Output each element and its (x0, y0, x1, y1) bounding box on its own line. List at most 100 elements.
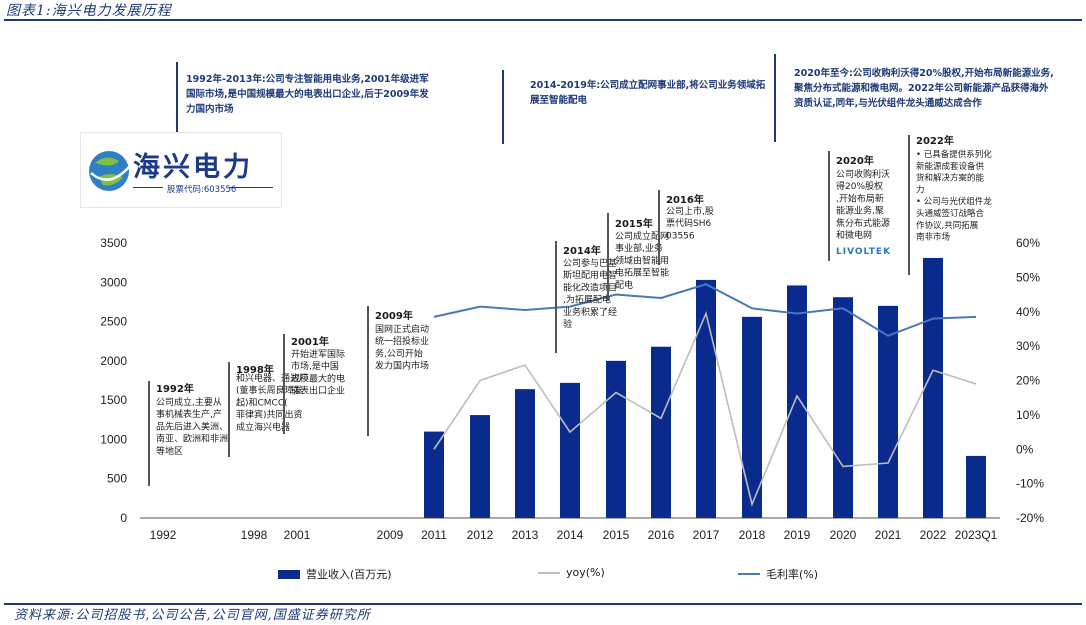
milestone-bullet: 南非市场 (916, 232, 950, 243)
x-tick-label: 2012 (467, 528, 494, 542)
legend-revenue: 营业收入(百万元) (278, 566, 392, 582)
gross-margin-line (433, 283, 977, 337)
milestone-text: 公司成立,主要从 (156, 396, 222, 408)
x-tick-label: 2001 (284, 528, 311, 542)
milestone-text: 公司成立配网 (615, 230, 669, 242)
company-logo: 海兴电力 股票代码:603556 (80, 132, 282, 208)
milestone-text: 验 (563, 318, 572, 330)
milestone-year: 2020年 (836, 154, 874, 167)
y-left-tick-label: 3500 (100, 236, 127, 250)
legend-yoy: yoy(%) (538, 566, 605, 579)
y-left-tick-label: 3000 (100, 275, 127, 289)
milestone-marker (828, 151, 830, 261)
x-tick-label: 1992 (150, 528, 177, 542)
livoltek-logo: LIVOLTEK (836, 247, 891, 257)
milestone-text: 配电 (615, 279, 633, 291)
phase-divider (774, 54, 776, 142)
milestone-text: 菲律宾)共同出资 (236, 409, 303, 421)
phase-divider (176, 62, 178, 144)
source-note: 资料来源:公司招股书,公司公告,公司官网,国盛证券研究所 (14, 608, 371, 623)
y-left-tick-label: 2000 (100, 354, 127, 368)
milestone-text: 市场,是中国 (291, 360, 339, 372)
milestone-text: 事机械表生产,产 (156, 408, 222, 420)
revenue-bar (696, 279, 716, 518)
legend-label: 毛利率(%) (766, 568, 819, 581)
milestone-marker (367, 306, 369, 436)
legend-margin: 毛利率(%) (738, 566, 818, 582)
legend-swatch-line (538, 571, 560, 574)
milestone-text: 电拓展至智能 (615, 267, 669, 279)
phase-2-text: 2014-2019年:公司成立配网事业部,将公司业务领域拓展至智能配电 (530, 80, 766, 106)
x-tick-label: 2020 (830, 528, 857, 542)
revenue-bar (470, 415, 490, 518)
milestone-text: 南亚、欧洲和非洲 (156, 433, 228, 445)
logo-stock-code: 股票代码:603556 (167, 185, 237, 195)
milestone-text: 业务积累了经 (563, 306, 617, 318)
x-tick-label: 2011 (421, 528, 447, 542)
milestone-text: ,为拓展配电 (563, 294, 611, 306)
milestone-year: 2022年 (916, 134, 954, 147)
x-tick-label: 2015 (603, 528, 630, 542)
milestone-text: 公司参与巴基 (563, 257, 617, 269)
x-tick-label: 2019 (784, 528, 811, 542)
x-tick-label: 1998 (241, 528, 268, 542)
milestone-text: 规模最大的电 (291, 372, 345, 384)
revenue-bar (878, 305, 898, 518)
revenue-bar (787, 285, 807, 518)
milestone-marker (148, 381, 150, 486)
milestone-bullet: 货和解决方案的能 (916, 173, 985, 184)
milestone-year: 2001年 (291, 335, 329, 348)
revenue-bar (424, 431, 444, 518)
milestone-marker (908, 135, 910, 275)
milestone-bullet: • 已具备提供系列化 (916, 149, 992, 160)
title-rule (4, 19, 1082, 21)
milestone-text: 品先后进入美洲、 (156, 420, 228, 432)
legend-label: yoy(%) (566, 566, 605, 579)
milestone-bullet: 力 (916, 184, 925, 195)
logo-rule (133, 187, 163, 188)
milestone-text: 能化改造项目 (563, 281, 617, 293)
footer-rule (4, 603, 1082, 605)
milestone-year: 1992年 (156, 382, 194, 395)
y-left-tick-label: 2500 (100, 315, 127, 329)
y-right-tick-label: 20% (1016, 374, 1040, 388)
logo-name: 海兴电力 (133, 152, 253, 183)
milestone-text: 公司收购利沃 (836, 168, 890, 180)
x-tick-label: 2018 (739, 528, 766, 542)
x-tick-label: 2017 (693, 528, 720, 542)
revenue-bar (515, 389, 535, 518)
milestone-bullet: 新能源成套设备供 (916, 161, 985, 172)
legend-swatch-bar (278, 569, 300, 579)
milestone-marker (283, 334, 285, 434)
y-right-tick-label: -10% (1016, 477, 1044, 491)
milestone-text: 开始进军国际 (291, 348, 345, 360)
x-tick-label: 2014 (557, 528, 584, 542)
revenue-bar (651, 346, 671, 518)
milestone-bullet: 头通威签订战略合 (916, 208, 985, 219)
milestone-year: 1998年 (236, 363, 274, 376)
phase-divider (502, 70, 504, 144)
milestone-text: 03556 (666, 231, 695, 241)
phase-3-text: 2020年至今:公司收购利沃得20%股权,开始布局新能源业务,聚焦分布式能源和微… (794, 68, 1054, 109)
yoy-line (433, 310, 977, 507)
milestone-text: 等地区 (156, 445, 183, 457)
revenue-bar (560, 382, 580, 518)
revenue-bar (923, 257, 943, 518)
y-right-tick-label: 30% (1016, 339, 1040, 353)
milestone-text: 务,公司开始 (375, 347, 423, 359)
milestone-bullet: • 公司与光伏组件龙 (916, 196, 992, 207)
milestone-year: 2015年 (615, 217, 653, 230)
y-right-tick-label: 0% (1016, 442, 1034, 456)
milestone-text: 公司上市,股 (666, 205, 714, 217)
y-right-tick-label: 50% (1016, 270, 1040, 284)
milestone-year: 2009年 (375, 309, 413, 322)
milestone-text: ,开始布局新 (836, 192, 884, 204)
y-right-tick-label: 60% (1016, 236, 1040, 250)
milestone-bullet: 作协议,共同拓展 (916, 220, 979, 231)
milestone-text: 领域由智能用 (615, 254, 669, 266)
milestone-text: 成立海兴电器 (236, 421, 290, 433)
milestone-marker (607, 213, 609, 301)
legend-swatch-line (738, 573, 760, 575)
revenue-bar (966, 455, 986, 518)
x-tick-label: 2013 (512, 528, 539, 542)
